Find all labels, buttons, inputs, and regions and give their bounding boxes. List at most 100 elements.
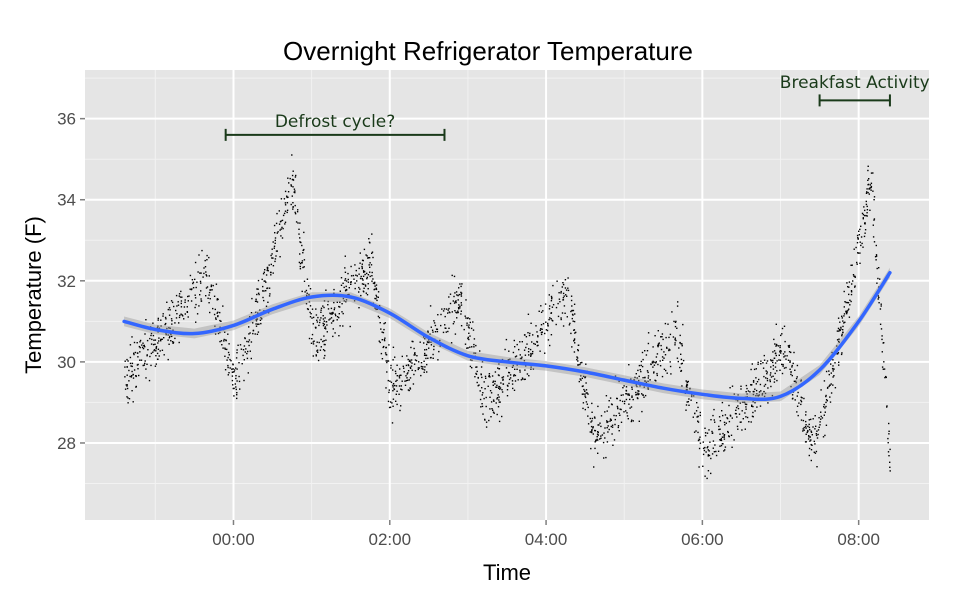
data-point	[856, 242, 859, 244]
data-point	[623, 411, 625, 413]
data-point	[309, 316, 312, 318]
data-point	[763, 390, 765, 393]
raw-points	[124, 154, 891, 480]
data-point	[753, 390, 755, 393]
data-point	[626, 412, 628, 414]
data-point	[883, 361, 885, 363]
data-point	[345, 299, 348, 301]
data-point	[657, 344, 659, 346]
data-point	[181, 314, 183, 316]
data-point	[171, 301, 174, 304]
data-point	[231, 379, 234, 382]
data-point	[243, 379, 245, 382]
data-point	[661, 336, 663, 338]
data-point	[460, 285, 462, 288]
data-point	[353, 300, 356, 302]
y-axis-title: Temperature (F)	[21, 216, 46, 374]
data-point	[704, 432, 707, 434]
data-point	[176, 305, 178, 307]
data-point	[177, 304, 180, 306]
data-point	[637, 397, 639, 400]
data-point	[770, 385, 772, 388]
data-point	[848, 281, 851, 283]
data-point	[713, 419, 715, 421]
data-point	[756, 406, 758, 408]
data-point	[445, 331, 447, 333]
data-point	[608, 400, 610, 402]
data-point	[396, 390, 398, 392]
data-point	[523, 349, 526, 351]
data-point	[631, 388, 633, 390]
data-point	[475, 344, 477, 347]
data-point	[468, 338, 470, 341]
data-point	[638, 420, 640, 422]
data-point	[511, 380, 514, 382]
data-point	[843, 315, 845, 317]
data-point	[868, 188, 870, 190]
data-point	[791, 394, 794, 396]
data-point	[707, 455, 709, 457]
data-point	[830, 363, 832, 365]
data-point	[544, 352, 546, 354]
data-point	[324, 327, 326, 329]
data-point	[498, 396, 500, 398]
data-point	[765, 370, 767, 372]
data-point	[602, 441, 605, 444]
data-point	[320, 346, 322, 348]
data-point	[782, 365, 784, 367]
data-point	[873, 196, 876, 198]
data-point	[770, 360, 773, 362]
data-point	[718, 416, 721, 418]
data-point	[490, 392, 493, 394]
data-point	[837, 317, 840, 319]
data-point	[398, 385, 401, 387]
data-point	[779, 369, 781, 371]
data-point	[192, 287, 195, 289]
data-point	[847, 309, 849, 312]
data-point	[190, 288, 193, 291]
data-point	[323, 343, 325, 346]
data-point	[452, 300, 454, 302]
data-point	[663, 368, 666, 370]
data-point	[160, 325, 162, 327]
data-point	[745, 416, 747, 418]
data-point	[336, 301, 338, 303]
data-point	[292, 186, 294, 188]
data-point	[889, 448, 891, 451]
data-point	[489, 376, 491, 378]
data-point	[591, 417, 594, 420]
data-point	[280, 220, 282, 222]
data-point	[838, 328, 841, 331]
data-point	[324, 326, 327, 328]
data-point	[806, 431, 808, 434]
data-point	[707, 454, 710, 456]
data-point	[699, 414, 701, 417]
data-point	[886, 406, 888, 408]
data-point	[224, 331, 226, 333]
data-point	[255, 323, 257, 325]
data-point	[816, 466, 818, 468]
data-point	[547, 325, 549, 327]
data-point	[794, 369, 796, 371]
data-point	[395, 385, 398, 387]
data-point	[254, 300, 257, 302]
data-point	[772, 368, 775, 370]
data-point	[262, 296, 264, 299]
y-tick-label: 32	[57, 272, 76, 291]
data-point	[407, 379, 409, 381]
data-point	[571, 317, 573, 320]
y-tick-label: 30	[57, 353, 76, 372]
data-point	[882, 342, 884, 344]
data-point	[381, 339, 383, 341]
data-point	[860, 236, 863, 238]
data-point	[389, 406, 392, 408]
data-point	[791, 366, 793, 368]
data-point	[755, 383, 757, 385]
data-point	[172, 329, 174, 331]
data-point	[420, 362, 423, 364]
data-point	[228, 343, 230, 345]
data-point	[232, 363, 234, 365]
data-point	[804, 441, 807, 443]
data-point	[707, 446, 709, 448]
data-point	[742, 418, 744, 420]
